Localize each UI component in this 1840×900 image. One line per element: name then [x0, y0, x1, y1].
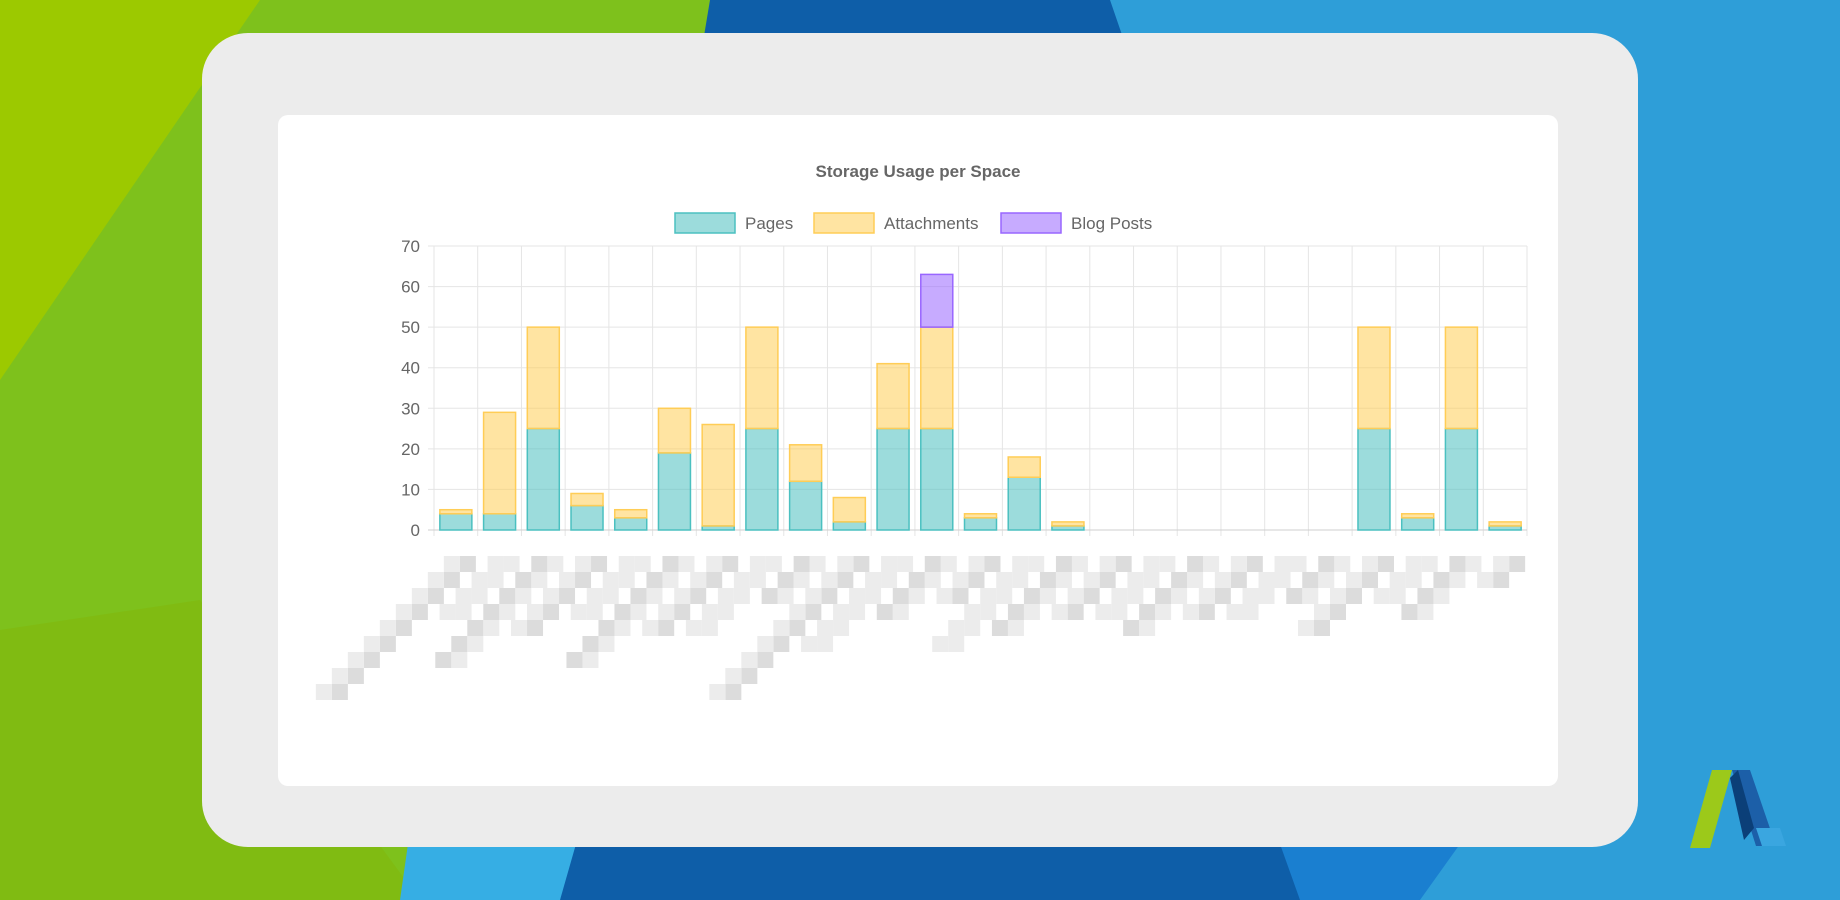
x-tick-label-obscured [876, 556, 957, 620]
x-tick-label-obscured [1123, 556, 1220, 636]
bar-attachments-23[interactable] [1444, 326, 1479, 430]
y-tick-label: 40 [401, 359, 420, 378]
x-tick-label-obscured [1051, 556, 1132, 620]
bar-attachments-12[interactable] [963, 513, 998, 519]
y-tick-label: 70 [401, 237, 420, 256]
x-tick-label-obscured [1401, 556, 1482, 620]
y-axis: 0 10 20 30 40 50 60 70 [401, 237, 420, 540]
y-tick-label: 30 [401, 399, 420, 418]
x-tick-label-obscured [435, 556, 564, 668]
storage-usage-chart: Storage Usage per Space Pages Attachments… [315, 162, 1528, 700]
bar-pages-8[interactable] [788, 480, 823, 531]
legend-label-0[interactable]: Pages [745, 214, 793, 233]
legend-swatch-1[interactable] [813, 212, 875, 234]
x-tick-label-obscured [1373, 556, 1438, 604]
bar-blog-posts-11[interactable] [920, 273, 954, 328]
bar-pages-4[interactable] [613, 517, 648, 531]
bar-pages-7[interactable] [745, 427, 779, 531]
legend-swatch-0[interactable] [674, 212, 736, 234]
x-tick-label-obscured [1286, 556, 1351, 604]
bar-attachments-6[interactable] [701, 423, 735, 527]
x-tick-label-obscured [315, 556, 476, 700]
x-tick-label-obscured [761, 556, 826, 604]
y-tick-label: 10 [401, 480, 420, 499]
x-tick-label-obscured [709, 556, 870, 700]
x-tick-label-obscured [1182, 556, 1263, 620]
x-axis-labels-obscured [315, 556, 1526, 700]
y-tick-label: 50 [401, 318, 420, 337]
bar-attachments-0[interactable] [439, 508, 473, 515]
x-tick-label-obscured [642, 556, 739, 636]
bar-attachments-10[interactable] [876, 362, 910, 430]
bar-attachments-11[interactable] [920, 326, 954, 430]
bar-pages-0[interactable] [439, 513, 473, 531]
bar-pages-11[interactable] [920, 427, 954, 531]
brand-logo-icon [1690, 770, 1786, 848]
bar-attachments-3[interactable] [570, 492, 604, 507]
bar-pages-13[interactable] [1007, 476, 1041, 531]
bar-attachments-2[interactable] [526, 326, 561, 430]
bar-pages-22[interactable] [1400, 517, 1435, 531]
bar-pages-9[interactable] [832, 521, 867, 531]
x-tick-label-obscured [936, 556, 1001, 604]
y-tick-label: 20 [401, 440, 420, 459]
bar-attachments-24[interactable] [1488, 521, 1522, 527]
bar-pages-1[interactable] [482, 513, 517, 531]
chart-title: Storage Usage per Space [815, 162, 1020, 181]
x-tick-label-obscured [932, 556, 1045, 652]
chart-grid [428, 245, 1528, 536]
x-tick-label-obscured [991, 556, 1088, 636]
bar-pages-23[interactable] [1444, 427, 1479, 531]
y-tick-label: 0 [411, 521, 420, 540]
x-tick-label-obscured [1226, 556, 1307, 620]
x-tick-label-obscured [685, 556, 782, 636]
bar-pages-21[interactable] [1357, 427, 1391, 531]
bar-attachments-7[interactable] [745, 326, 779, 430]
x-tick-label-obscured [570, 556, 651, 620]
chart-legend: Pages Attachments Blog Posts [674, 212, 1152, 234]
bar-pages-12[interactable] [963, 517, 998, 531]
x-tick-label-obscured [1297, 556, 1394, 636]
x-tick-label-obscured [1095, 556, 1176, 620]
bar-pages-3[interactable] [570, 504, 604, 531]
x-tick-label-obscured [439, 556, 520, 620]
legend-label-2[interactable]: Blog Posts [1071, 214, 1152, 233]
bar-attachments-13[interactable] [1007, 456, 1041, 479]
bar-pages-5[interactable] [657, 452, 692, 531]
bar-attachments-22[interactable] [1400, 513, 1435, 519]
bar-attachments-21[interactable] [1357, 326, 1391, 430]
bar-pages-10[interactable] [876, 427, 910, 531]
bar-attachments-14[interactable] [1051, 521, 1085, 527]
bar-attachments-9[interactable] [832, 496, 867, 523]
bar-pages-2[interactable] [526, 427, 561, 531]
legend-label-1[interactable]: Attachments [884, 214, 979, 233]
y-tick-label: 60 [401, 278, 420, 297]
chart-bars [439, 273, 1522, 531]
x-tick-label-obscured [566, 556, 695, 668]
x-tick-label-obscured [801, 556, 914, 652]
legend-swatch-2[interactable] [1000, 212, 1062, 234]
bar-attachments-1[interactable] [482, 411, 517, 515]
bar-attachments-8[interactable] [788, 444, 823, 483]
bar-attachments-5[interactable] [657, 407, 692, 454]
bar-attachments-4[interactable] [613, 508, 648, 519]
x-tick-label-obscured [1477, 556, 1526, 588]
x-tick-label-obscured [511, 556, 608, 636]
